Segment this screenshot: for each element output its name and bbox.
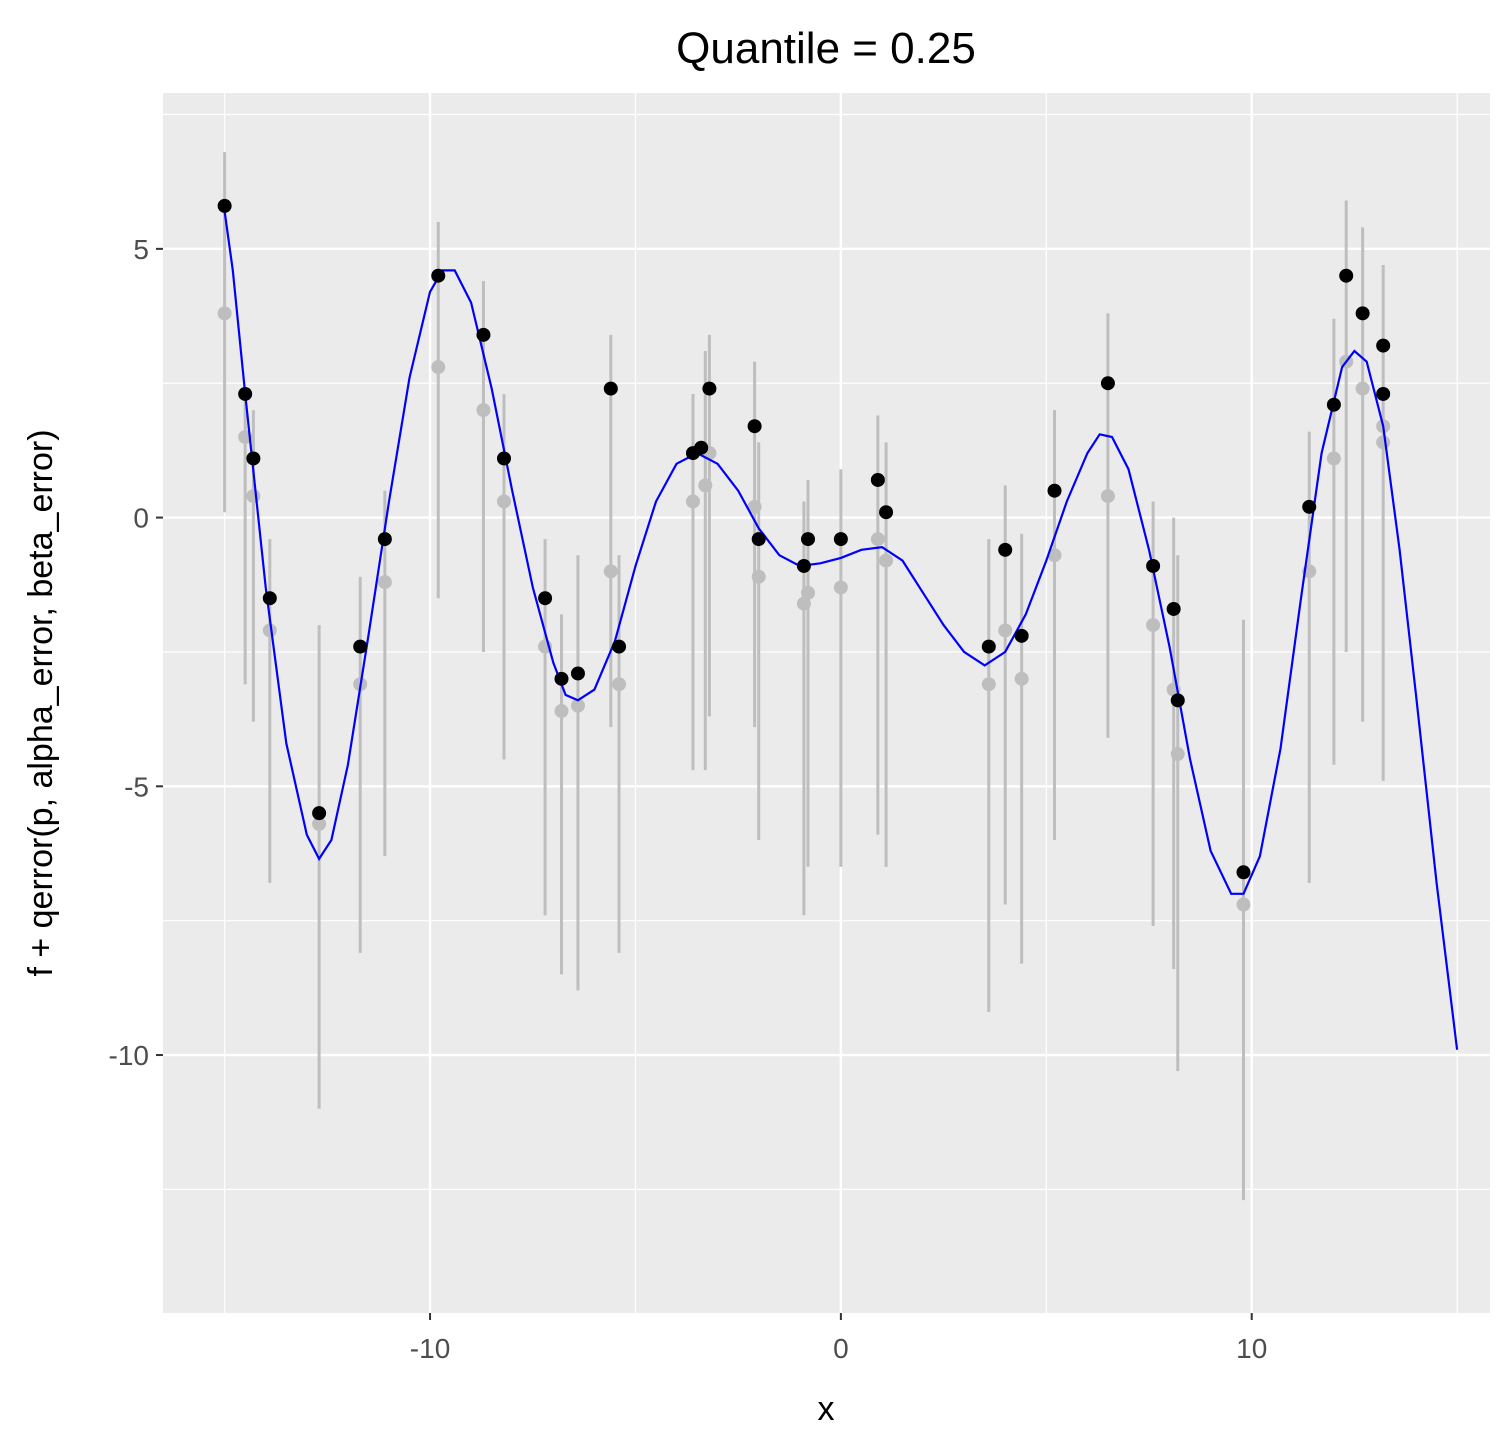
data-point [747, 419, 762, 434]
x-tick-label: 0 [833, 1333, 849, 1364]
center-point [698, 478, 713, 493]
data-point [694, 440, 709, 455]
data-point [496, 451, 511, 466]
data-point [1376, 338, 1391, 353]
center-point [981, 677, 996, 692]
center-point [796, 596, 811, 611]
center-point [377, 575, 392, 590]
center-point [312, 816, 327, 831]
center-point [1014, 671, 1029, 686]
data-point [262, 591, 277, 606]
center-point [751, 569, 766, 584]
data-point [870, 472, 885, 487]
y-tick-label: 5 [133, 234, 149, 265]
center-point [1376, 435, 1391, 450]
data-point [1236, 865, 1251, 880]
data-point [570, 666, 585, 681]
center-point [262, 623, 277, 638]
data-point [751, 532, 766, 547]
data-point [312, 806, 327, 821]
center-points [217, 306, 1391, 912]
data-point [1100, 376, 1115, 391]
center-point [217, 306, 232, 321]
data-point [801, 532, 816, 547]
data-point [1326, 397, 1341, 412]
center-point [833, 580, 848, 595]
data-point [998, 542, 1013, 557]
data-point [238, 386, 253, 401]
x-tick-label: -10 [410, 1333, 450, 1364]
center-point [246, 489, 261, 504]
data-point [217, 198, 232, 213]
data-point [538, 591, 553, 606]
center-point [1047, 548, 1062, 563]
center-point [801, 585, 816, 600]
center-point [476, 403, 491, 418]
center-point [554, 704, 569, 719]
center-point [747, 499, 762, 514]
data-point [603, 381, 618, 396]
data-point [431, 268, 446, 283]
x-axis-ticks: -10 0 10 [410, 1313, 1267, 1364]
center-point [1236, 897, 1251, 912]
center-point [879, 553, 894, 568]
data-point [1339, 268, 1354, 283]
center-point [570, 698, 585, 713]
data-point [1170, 693, 1185, 708]
data-point [981, 639, 996, 654]
center-point [1146, 618, 1161, 633]
x-tick-label: 10 [1236, 1333, 1267, 1364]
x-axis-title: x [818, 1390, 835, 1428]
data-point [1302, 499, 1317, 514]
data-point [1355, 306, 1370, 321]
data-point [353, 639, 368, 654]
center-point [1355, 381, 1370, 396]
data-point [554, 671, 569, 686]
center-point [496, 494, 511, 509]
center-point [685, 494, 700, 509]
center-point [431, 360, 446, 375]
data-point [1047, 483, 1062, 498]
y-axis-ticks: -10 -5 0 5 [109, 234, 163, 1071]
center-point [1170, 747, 1185, 762]
y-tick-label: -5 [124, 771, 149, 802]
y-tick-label: 0 [133, 503, 149, 534]
y-tick-label: -10 [109, 1040, 149, 1071]
fit-curve [223, 211, 1459, 1050]
center-point [1326, 451, 1341, 466]
data-point [1014, 628, 1029, 643]
center-point [870, 532, 885, 547]
center-point [603, 564, 618, 579]
data-point [612, 639, 627, 654]
data-point [1166, 601, 1181, 616]
data-point [1146, 558, 1161, 573]
y-axis-title: f + qerror(p, alpha_error, beta_error) [22, 429, 60, 976]
data-point [377, 532, 392, 547]
data-point [796, 558, 811, 573]
data-point [246, 451, 261, 466]
data-point [879, 505, 894, 520]
data-point [702, 381, 717, 396]
data-point [1376, 386, 1391, 401]
panel-background [163, 93, 1490, 1313]
center-point [1100, 489, 1115, 504]
data-point [476, 327, 491, 342]
chart-title: Quantile = 0.25 [676, 24, 976, 73]
center-point [612, 677, 627, 692]
center-point [998, 623, 1013, 638]
points [217, 198, 1391, 880]
data-point [833, 532, 848, 547]
